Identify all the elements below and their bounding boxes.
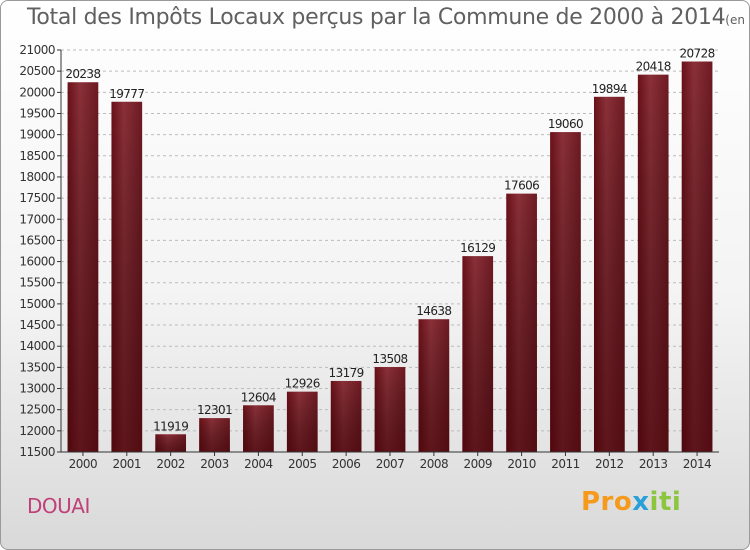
logo-part-1: Pro [581, 487, 633, 517]
city-name: DOUAI [27, 494, 90, 518]
value-label: 12301 [197, 403, 232, 417]
y-tick-label: 20000 [19, 85, 55, 99]
y-tick-label: 13000 [19, 382, 55, 396]
value-label: 20238 [65, 67, 100, 81]
value-label: 13179 [329, 366, 364, 380]
x-tick-label: 2001 [113, 457, 142, 471]
x-tick-label: 2012 [595, 457, 624, 471]
y-tick-label: 12500 [19, 403, 55, 417]
bar-shade-2013 [637, 74, 669, 452]
y-tick-label: 21000 [19, 43, 55, 57]
y-tick-label: 18000 [19, 170, 55, 184]
bar-shade-2005 [286, 391, 318, 452]
x-tick-label: 2007 [376, 457, 405, 471]
value-label: 14638 [416, 304, 451, 318]
chart-title-main: Total des Impôts Locaux perçus par la Co… [27, 5, 726, 30]
bar-shade-2011 [550, 132, 581, 452]
y-tick-label: 14500 [19, 318, 55, 332]
y-tick-label: 16000 [19, 255, 55, 269]
bar-shade-2008 [418, 319, 450, 452]
value-label: 19060 [548, 117, 583, 131]
value-label: 12926 [285, 377, 320, 391]
y-tick-label: 17000 [19, 212, 55, 226]
bar-shade-2006 [330, 380, 362, 452]
x-tick-label: 2002 [156, 457, 185, 471]
logo-part-3: iti [649, 487, 682, 517]
x-tick-label: 2013 [639, 457, 668, 471]
value-label: 20418 [636, 60, 671, 74]
bar-shade-2002 [155, 434, 187, 452]
chart-title: Total des Impôts Locaux perçus par la Co… [27, 5, 749, 30]
bars-layer [67, 61, 713, 453]
bar-shade-2001 [111, 101, 143, 453]
x-tick-label: 2008 [420, 457, 449, 471]
x-tick-label: 2006 [332, 457, 361, 471]
x-tick-label: 2011 [551, 457, 580, 471]
y-tick-label: 15000 [19, 297, 55, 311]
bar-shade-2000 [67, 82, 99, 452]
y-tick-label: 20500 [19, 64, 55, 78]
y-tick-label: 12000 [19, 424, 55, 438]
value-label: 19894 [592, 82, 627, 96]
y-tick-label: 15500 [19, 276, 55, 290]
value-label: 11919 [153, 419, 188, 433]
y-tick-label: 19500 [19, 106, 55, 120]
y-tick-label: 13500 [19, 360, 55, 374]
value-label: 20728 [679, 47, 714, 61]
x-tick-label: 2004 [244, 457, 273, 471]
bar-shade-2003 [199, 418, 230, 452]
logo-part-2: x [632, 487, 650, 517]
x-tick-label: 2005 [288, 457, 317, 471]
bar-shade-2012 [593, 96, 625, 452]
bar-shade-2009 [462, 256, 494, 452]
y-tick-label: 16500 [19, 233, 55, 247]
bar-shade-2014 [681, 61, 713, 453]
axis-layer: 11500 12000 12500 13000 13500 14000 14500 15000… [19, 43, 719, 471]
x-tick-label: 2014 [683, 457, 712, 471]
y-tick-label: 19000 [19, 128, 55, 142]
proxiti-logo: Proxiti [581, 487, 681, 517]
value-label: 13508 [372, 352, 407, 366]
y-tick-label: 17500 [19, 191, 55, 205]
value-label: 19777 [109, 87, 144, 101]
value-label: 17606 [504, 179, 539, 193]
y-tick-label: 11500 [19, 445, 55, 459]
x-tick-label: 2000 [69, 457, 98, 471]
x-tick-label: 2009 [463, 457, 492, 471]
bar-shade-2004 [243, 405, 274, 452]
chart-title-unit: (en milliers d'€) [725, 13, 749, 27]
value-label: 16129 [460, 241, 495, 255]
bar-shade-2010 [506, 193, 537, 452]
bar-shade-2007 [374, 367, 406, 452]
y-tick-label: 18500 [19, 149, 55, 163]
x-tick-label: 2010 [507, 457, 536, 471]
value-labels-layer: 20238 19777 11919 12301 12604 12926 13179 13508… [65, 47, 715, 434]
value-label: 12604 [241, 390, 276, 404]
y-tick-label: 14000 [19, 339, 55, 353]
x-tick-label: 2003 [200, 457, 229, 471]
